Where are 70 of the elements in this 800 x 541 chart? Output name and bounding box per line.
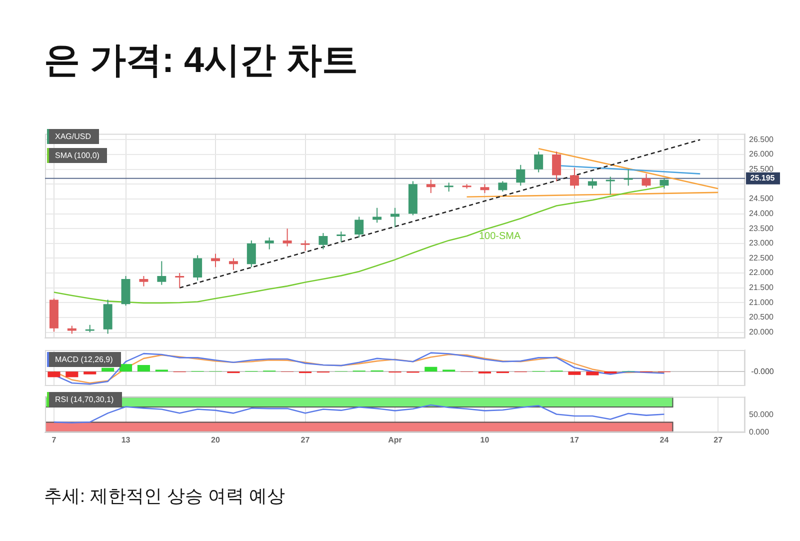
candlestick xyxy=(264,236,274,250)
legend-title: RSI (14,70,30,1) xyxy=(47,392,122,407)
candlestick xyxy=(606,176,615,196)
chart-title: 은 가격: 4시간 차트 xyxy=(44,38,358,82)
annotation: 100-SMA xyxy=(479,230,522,242)
candlestick xyxy=(85,324,94,333)
bar xyxy=(586,372,599,376)
candlestick xyxy=(103,299,112,334)
candlestick xyxy=(175,272,184,288)
candlestick xyxy=(354,216,364,238)
candlestick xyxy=(228,258,238,271)
x-tick-label: 7 xyxy=(52,435,57,444)
y-tick-label: 26.000 xyxy=(749,150,774,159)
legend-label: XAG/USD xyxy=(47,129,100,144)
x-tick-label: 20 xyxy=(211,435,221,444)
y-tick-label: 22.000 xyxy=(749,268,774,278)
candlestick xyxy=(139,275,148,287)
y-tick-label: 50.000 xyxy=(749,410,774,419)
bar xyxy=(48,372,60,378)
text: 추세: 제한적인 상승 여력 예상 xyxy=(44,485,286,508)
bar xyxy=(66,372,78,378)
candlestick xyxy=(642,173,651,188)
y-tick-label: 20.500 xyxy=(749,312,774,322)
candlestick xyxy=(660,178,669,190)
y-tick-label: 21.000 xyxy=(749,298,774,307)
candlestick xyxy=(444,182,454,192)
candlestick xyxy=(552,151,562,182)
y-tick-label: 24.000 xyxy=(749,208,774,218)
candlestick xyxy=(462,184,472,190)
candlestick xyxy=(193,254,202,281)
x-tick-label: 17 xyxy=(570,435,580,444)
bar xyxy=(119,364,132,372)
candlestick xyxy=(49,298,58,332)
candlestick xyxy=(318,232,328,250)
y-tick-label: 20.000 xyxy=(749,327,774,336)
y-tick-label: 23.500 xyxy=(749,224,774,233)
text: -0.000 xyxy=(751,366,774,376)
x-tick-label: 27 xyxy=(714,435,724,444)
candlestick xyxy=(157,260,166,286)
candlestick xyxy=(336,231,346,242)
x-tick-label: Apr xyxy=(388,435,402,444)
y-tick-label: 0.000 xyxy=(749,428,770,437)
x-tick-label: 10 xyxy=(480,435,490,444)
candlestick xyxy=(211,253,220,268)
y-tick-label: 22.500 xyxy=(749,253,774,262)
candlestick xyxy=(282,228,292,247)
candlestick xyxy=(426,179,436,194)
legend-label: SMA (100,0) xyxy=(47,148,108,163)
candlestick xyxy=(408,180,418,216)
bar xyxy=(568,372,581,375)
y-tick-label: 24.500 xyxy=(749,194,774,204)
candlestick xyxy=(498,180,508,192)
candlestick xyxy=(588,178,597,190)
y-tick-label: 23.000 xyxy=(749,238,774,248)
x-tick-label: 13 xyxy=(121,435,131,444)
candlestick xyxy=(67,325,76,334)
candlestick xyxy=(372,207,382,224)
x-tick-label: 24 xyxy=(660,435,670,444)
y-tick-label: 26.500 xyxy=(749,134,774,144)
bar xyxy=(424,366,438,372)
legend-label: MACD (12,26,9) xyxy=(47,352,121,367)
candlestick xyxy=(624,168,633,186)
candlestick xyxy=(534,151,544,173)
bar xyxy=(137,364,150,372)
bar xyxy=(84,372,96,374)
y-tick-label: 21.500 xyxy=(749,283,774,292)
ref-line-label: 25.195 xyxy=(750,174,776,183)
x-tick-label: 27 xyxy=(300,435,310,444)
bar xyxy=(102,368,114,372)
y-tick-label: 25.500 xyxy=(749,164,774,174)
